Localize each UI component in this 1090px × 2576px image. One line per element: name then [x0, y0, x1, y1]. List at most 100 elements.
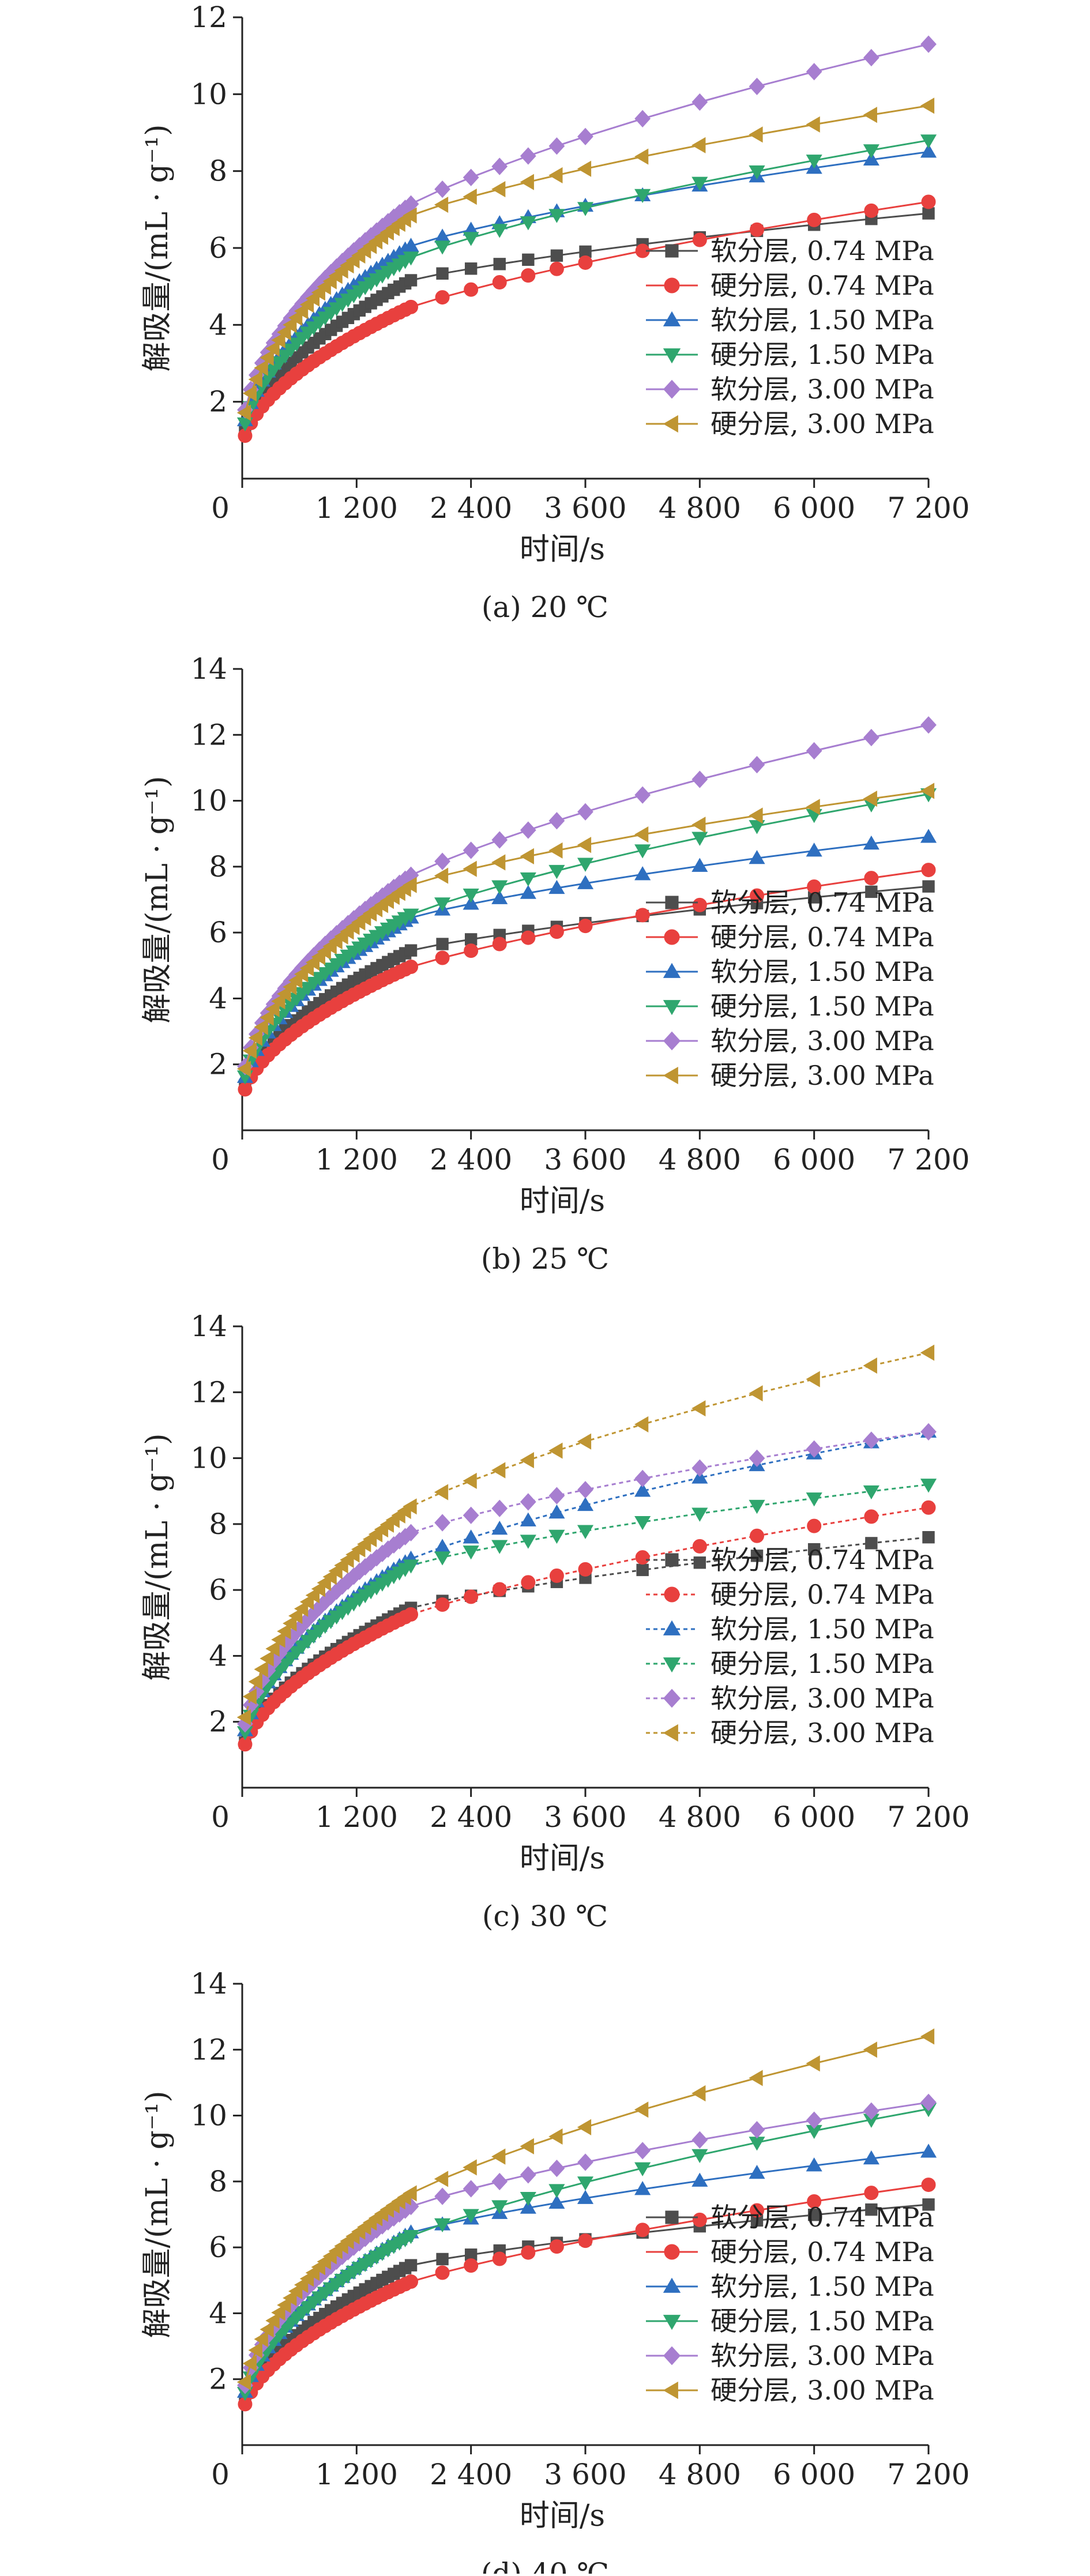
- y-tick-label: 10: [190, 77, 227, 111]
- data-point: [492, 937, 507, 952]
- legend-marker: [664, 929, 680, 945]
- data-point: [254, 2331, 268, 2348]
- data-point: [548, 879, 565, 894]
- data-point: [807, 212, 822, 227]
- data-point: [491, 157, 508, 175]
- series-hard_300: [236, 97, 935, 421]
- data-point: [864, 1509, 879, 1524]
- legend-label: 软分层, 0.74 MPa: [711, 1544, 934, 1575]
- data-point: [634, 2101, 649, 2118]
- data-point: [635, 1550, 650, 1565]
- y-tick-label: 12: [190, 1, 227, 34]
- data-point: [922, 2198, 935, 2211]
- data-point: [548, 2194, 565, 2209]
- data-point: [236, 1709, 251, 1726]
- legend-marker: [663, 1657, 681, 1673]
- data-point: [578, 255, 593, 270]
- data-point: [578, 919, 593, 934]
- data-point: [403, 1559, 419, 1574]
- data-point: [577, 160, 592, 177]
- data-point: [236, 404, 251, 421]
- data-point: [248, 1029, 262, 1046]
- data-point: [491, 2172, 508, 2191]
- data-point: [248, 371, 262, 388]
- legend-marker: [663, 2381, 678, 2400]
- x-tick-label: 1 200: [315, 2458, 398, 2491]
- data-point: [463, 2209, 479, 2223]
- data-point: [288, 310, 303, 326]
- legend-marker: [663, 348, 681, 364]
- x-tick-label: 4 800: [659, 1143, 741, 1176]
- data-point: [435, 2265, 450, 2280]
- legend-marker: [663, 2277, 681, 2293]
- data-point: [520, 885, 536, 899]
- x-tick-label: 2 400: [430, 2458, 512, 2491]
- data-point: [634, 786, 651, 804]
- data-point: [403, 877, 417, 893]
- y-tick-label: 2: [209, 2363, 227, 2396]
- data-point: [807, 879, 822, 894]
- data-point: [549, 1568, 564, 1583]
- data-point: [404, 299, 419, 314]
- data-point: [265, 1640, 280, 1657]
- data-point: [254, 1661, 268, 1678]
- data-point: [464, 262, 478, 275]
- data-point: [577, 127, 593, 145]
- data-point: [404, 2274, 419, 2289]
- data-point: [635, 2222, 650, 2237]
- data-point: [922, 1531, 935, 1544]
- data-point: [750, 1528, 764, 1543]
- y-tick-label: 4: [209, 981, 227, 1015]
- x-tick-label: 1 200: [315, 491, 398, 525]
- data-point: [577, 2153, 593, 2171]
- y-tick-label: 12: [190, 1375, 227, 1409]
- x-tick-label: 7 200: [887, 491, 969, 525]
- data-point: [807, 2209, 821, 2221]
- data-point: [548, 209, 565, 223]
- data-point: [634, 1483, 651, 1497]
- series-hard_074: [238, 863, 936, 1097]
- data-point: [750, 2203, 764, 2218]
- data-point: [271, 2304, 285, 2321]
- data-point: [806, 799, 820, 815]
- data-point: [920, 97, 935, 114]
- data-point: [491, 2148, 506, 2165]
- data-point: [920, 2028, 935, 2045]
- chart-panel-3: 2 4 6 8 10 12 14 0 1 200 2 400 3 600 4 800 6 000 7 20…: [140, 1310, 970, 1933]
- data-point: [634, 2181, 651, 2195]
- data-point: [463, 1506, 479, 1524]
- data-point: [434, 867, 449, 884]
- x-tick-label: 3 600: [544, 2458, 626, 2491]
- legend-label: 软分层, 0.74 MPa: [711, 235, 934, 266]
- data-point: [863, 1431, 879, 1449]
- x-tick-label: 7 200: [887, 1800, 969, 1834]
- data-point: [634, 2142, 651, 2160]
- legend-label: 硬分层, 0.74 MPa: [711, 2236, 934, 2267]
- data-point: [271, 993, 285, 1010]
- data-point: [236, 2374, 251, 2390]
- data-point: [863, 1357, 877, 1374]
- data-point: [806, 1492, 822, 1507]
- data-point: [807, 1518, 822, 1533]
- data-point: [749, 1385, 763, 1402]
- data-point: [634, 2162, 651, 2176]
- data-point: [277, 324, 291, 341]
- data-point: [299, 1593, 314, 1610]
- data-point: [577, 1433, 592, 1450]
- data-point: [548, 1487, 565, 1505]
- data-point: [403, 238, 419, 252]
- data-point: [277, 986, 291, 1002]
- data-point: [463, 189, 477, 205]
- data-point: [636, 1563, 649, 1577]
- legend-label: 硬分层, 0.74 MPa: [711, 1579, 934, 1610]
- data-point: [434, 180, 450, 198]
- legend-marker: [665, 244, 679, 258]
- x-tick-label: 0: [211, 1143, 230, 1176]
- data-point: [520, 2166, 536, 2184]
- data-point: [806, 2157, 822, 2172]
- data-point: [404, 2259, 418, 2272]
- data-point: [691, 770, 708, 788]
- y-tick-label: 2: [209, 1048, 227, 1081]
- legend-marker: [665, 1553, 679, 1567]
